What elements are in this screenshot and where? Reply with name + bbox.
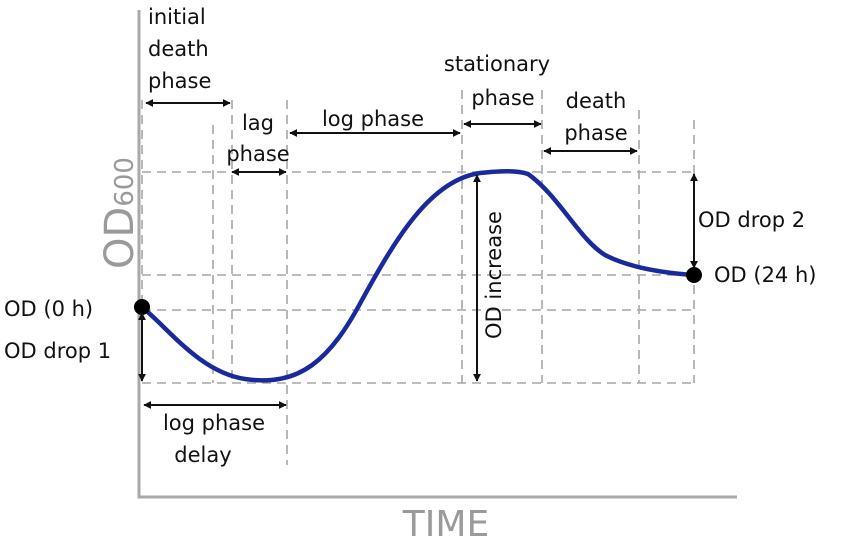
od-start-label: OD (0 h) [4,297,93,321]
death-line-1: death [566,89,627,113]
stationary-line-2: phase [471,86,534,110]
growth-curve [139,169,697,383]
death-line-2: phase [564,121,627,145]
od-end-point [686,267,702,283]
svg-text:OD600: OD600 [97,157,143,269]
axes-lines [137,10,737,499]
initial-death-phase-label: initial death phase [148,5,211,93]
od-increase-label: OD increase [482,211,506,339]
initial-death-line-3: phase [148,69,211,93]
lag-line-2: phase [226,142,289,166]
stationary-phase-label: stationary phase [444,52,550,110]
x-axis-label: TIME [402,504,489,543]
guide-lines [141,90,695,465]
lag-line-1: lag [242,111,274,135]
initial-death-line-1: initial [148,5,206,29]
od-start-point [134,299,150,315]
od-drop-1-label: OD drop 1 [4,339,111,363]
log-phase-delay-line-1: log phase [163,411,265,435]
y-axis-title: OD600 [97,157,143,269]
od-drop-2-label: OD drop 2 [698,208,805,232]
death-phase-label: death phase [564,89,627,145]
y-axis-label: OD [97,207,143,269]
od-end-label: OD (24 h) [714,263,816,287]
y-axis-label-subscript: 600 [110,157,140,207]
lag-phase-label: lag phase [226,111,289,166]
log-phase-delay-line-2: delay [174,443,231,467]
log-phase-label: log phase [322,107,424,131]
phase-arrows [138,99,698,409]
initial-death-line-2: death [148,37,209,61]
stationary-line-1: stationary [444,52,550,76]
log-phase-delay-label: log phase delay [163,411,265,467]
